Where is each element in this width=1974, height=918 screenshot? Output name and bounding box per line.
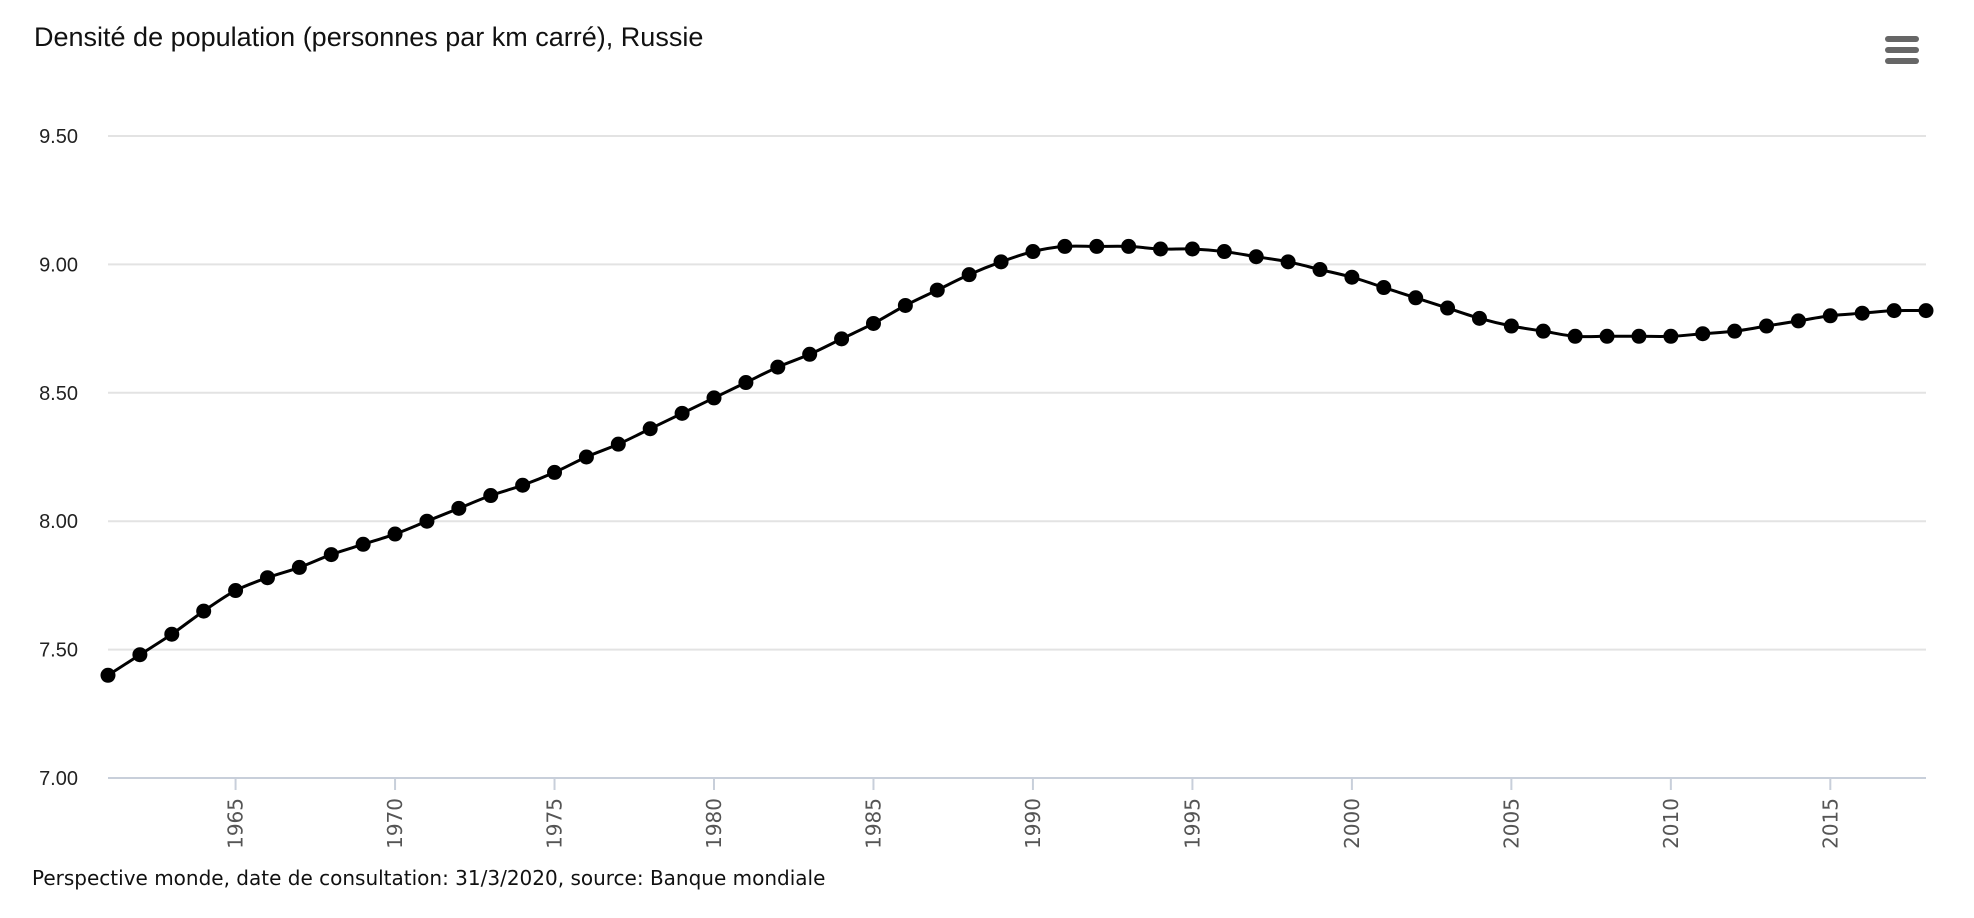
x-tick-label: 2015 bbox=[1818, 798, 1842, 849]
y-tick-label: 8.50 bbox=[39, 383, 78, 405]
data-point[interactable] bbox=[1216, 244, 1232, 260]
data-point[interactable] bbox=[1184, 241, 1200, 257]
data-point[interactable] bbox=[1918, 303, 1934, 319]
data-point[interactable] bbox=[1440, 300, 1456, 316]
data-point[interactable] bbox=[897, 297, 913, 313]
data-point[interactable] bbox=[419, 513, 435, 529]
data-point[interactable] bbox=[132, 647, 148, 663]
data-point[interactable] bbox=[1153, 241, 1169, 257]
data-point[interactable] bbox=[674, 405, 690, 421]
data-point[interactable] bbox=[578, 449, 594, 465]
data-point[interactable] bbox=[929, 282, 945, 298]
data-point[interactable] bbox=[993, 254, 1009, 270]
data-point[interactable] bbox=[802, 346, 818, 362]
data-point[interactable] bbox=[228, 583, 244, 599]
data-point[interactable] bbox=[100, 667, 116, 683]
grid-lines bbox=[108, 135, 1926, 651]
y-tick-label: 8.00 bbox=[39, 511, 78, 533]
y-tick-label: 9.00 bbox=[39, 254, 78, 276]
data-point[interactable] bbox=[1121, 238, 1137, 254]
data-point[interactable] bbox=[1695, 326, 1711, 342]
x-tick-label: 1970 bbox=[383, 798, 407, 849]
data-point[interactable] bbox=[1408, 290, 1424, 306]
line-chart: 7.00 7.50 8.00 8.50 9.00 9.50 1965 1970 1975 198… bbox=[39, 126, 1934, 849]
data-point[interactable] bbox=[1471, 310, 1487, 326]
x-tick-label: 2010 bbox=[1659, 798, 1683, 849]
y-tick-label: 7.00 bbox=[39, 768, 78, 790]
data-point[interactable] bbox=[259, 570, 275, 586]
chart-credits: Perspective monde, date de consultation:… bbox=[32, 866, 826, 890]
data-point[interactable] bbox=[1567, 328, 1583, 344]
y-tick-label: 7.50 bbox=[39, 640, 78, 662]
data-point[interactable] bbox=[1535, 323, 1551, 339]
data-point[interactable] bbox=[1663, 328, 1679, 344]
data-point[interactable] bbox=[706, 390, 722, 406]
data-point[interactable] bbox=[1025, 244, 1041, 260]
data-point[interactable] bbox=[865, 315, 881, 331]
x-tick-label: 2000 bbox=[1340, 798, 1364, 849]
data-point[interactable] bbox=[1599, 328, 1615, 344]
x-tick-label: 2005 bbox=[1499, 798, 1523, 849]
data-point[interactable] bbox=[387, 526, 403, 542]
data-point[interactable] bbox=[1854, 305, 1870, 321]
x-axis: 1965 1970 1975 1980 1985 1990 1995 2000 2005 2010… bbox=[108, 777, 1926, 849]
series-line bbox=[107, 244, 1927, 677]
y-tick-label: 9.50 bbox=[39, 126, 78, 148]
data-point[interactable] bbox=[1280, 254, 1296, 270]
x-tick-label: 1975 bbox=[543, 798, 567, 849]
data-point[interactable] bbox=[547, 464, 563, 480]
data-point[interactable] bbox=[738, 375, 754, 391]
x-tick-label: 1985 bbox=[861, 798, 885, 849]
chart-menu-button[interactable] bbox=[1885, 36, 1919, 66]
data-point[interactable] bbox=[1503, 318, 1519, 334]
data-point[interactable] bbox=[1727, 323, 1743, 339]
data-point[interactable] bbox=[164, 626, 180, 642]
series-density bbox=[100, 238, 1934, 683]
data-point[interactable] bbox=[961, 267, 977, 283]
data-point[interactable] bbox=[515, 477, 531, 493]
y-axis: 7.00 7.50 8.00 8.50 9.00 9.50 bbox=[39, 126, 78, 790]
data-point[interactable] bbox=[1344, 269, 1360, 285]
x-tick-label: 1965 bbox=[224, 798, 248, 849]
x-tick-label: 1990 bbox=[1021, 798, 1045, 849]
data-point[interactable] bbox=[1790, 313, 1806, 329]
data-point[interactable] bbox=[355, 536, 371, 552]
x-tick-label: 1980 bbox=[702, 798, 726, 849]
data-point[interactable] bbox=[323, 547, 339, 563]
hamburger-menu-icon bbox=[1885, 36, 1919, 64]
data-point[interactable] bbox=[1376, 280, 1392, 296]
data-point[interactable] bbox=[1759, 318, 1775, 334]
data-point[interactable] bbox=[1631, 328, 1647, 344]
data-point[interactable] bbox=[1057, 238, 1073, 254]
data-point[interactable] bbox=[1248, 249, 1264, 265]
data-point[interactable] bbox=[770, 359, 786, 375]
data-point[interactable] bbox=[196, 603, 212, 619]
data-point[interactable] bbox=[834, 331, 850, 347]
x-tick-label: 1995 bbox=[1180, 798, 1204, 849]
data-point[interactable] bbox=[610, 436, 626, 452]
data-point[interactable] bbox=[1312, 262, 1328, 278]
data-point[interactable] bbox=[451, 500, 467, 516]
data-point[interactable] bbox=[1822, 308, 1838, 324]
data-point[interactable] bbox=[1089, 238, 1105, 254]
data-point[interactable] bbox=[642, 421, 658, 437]
data-point[interactable] bbox=[291, 559, 307, 575]
chart-title: Densité de population (personnes par km … bbox=[34, 22, 704, 52]
data-point[interactable] bbox=[1886, 303, 1902, 319]
data-point[interactable] bbox=[483, 488, 499, 504]
